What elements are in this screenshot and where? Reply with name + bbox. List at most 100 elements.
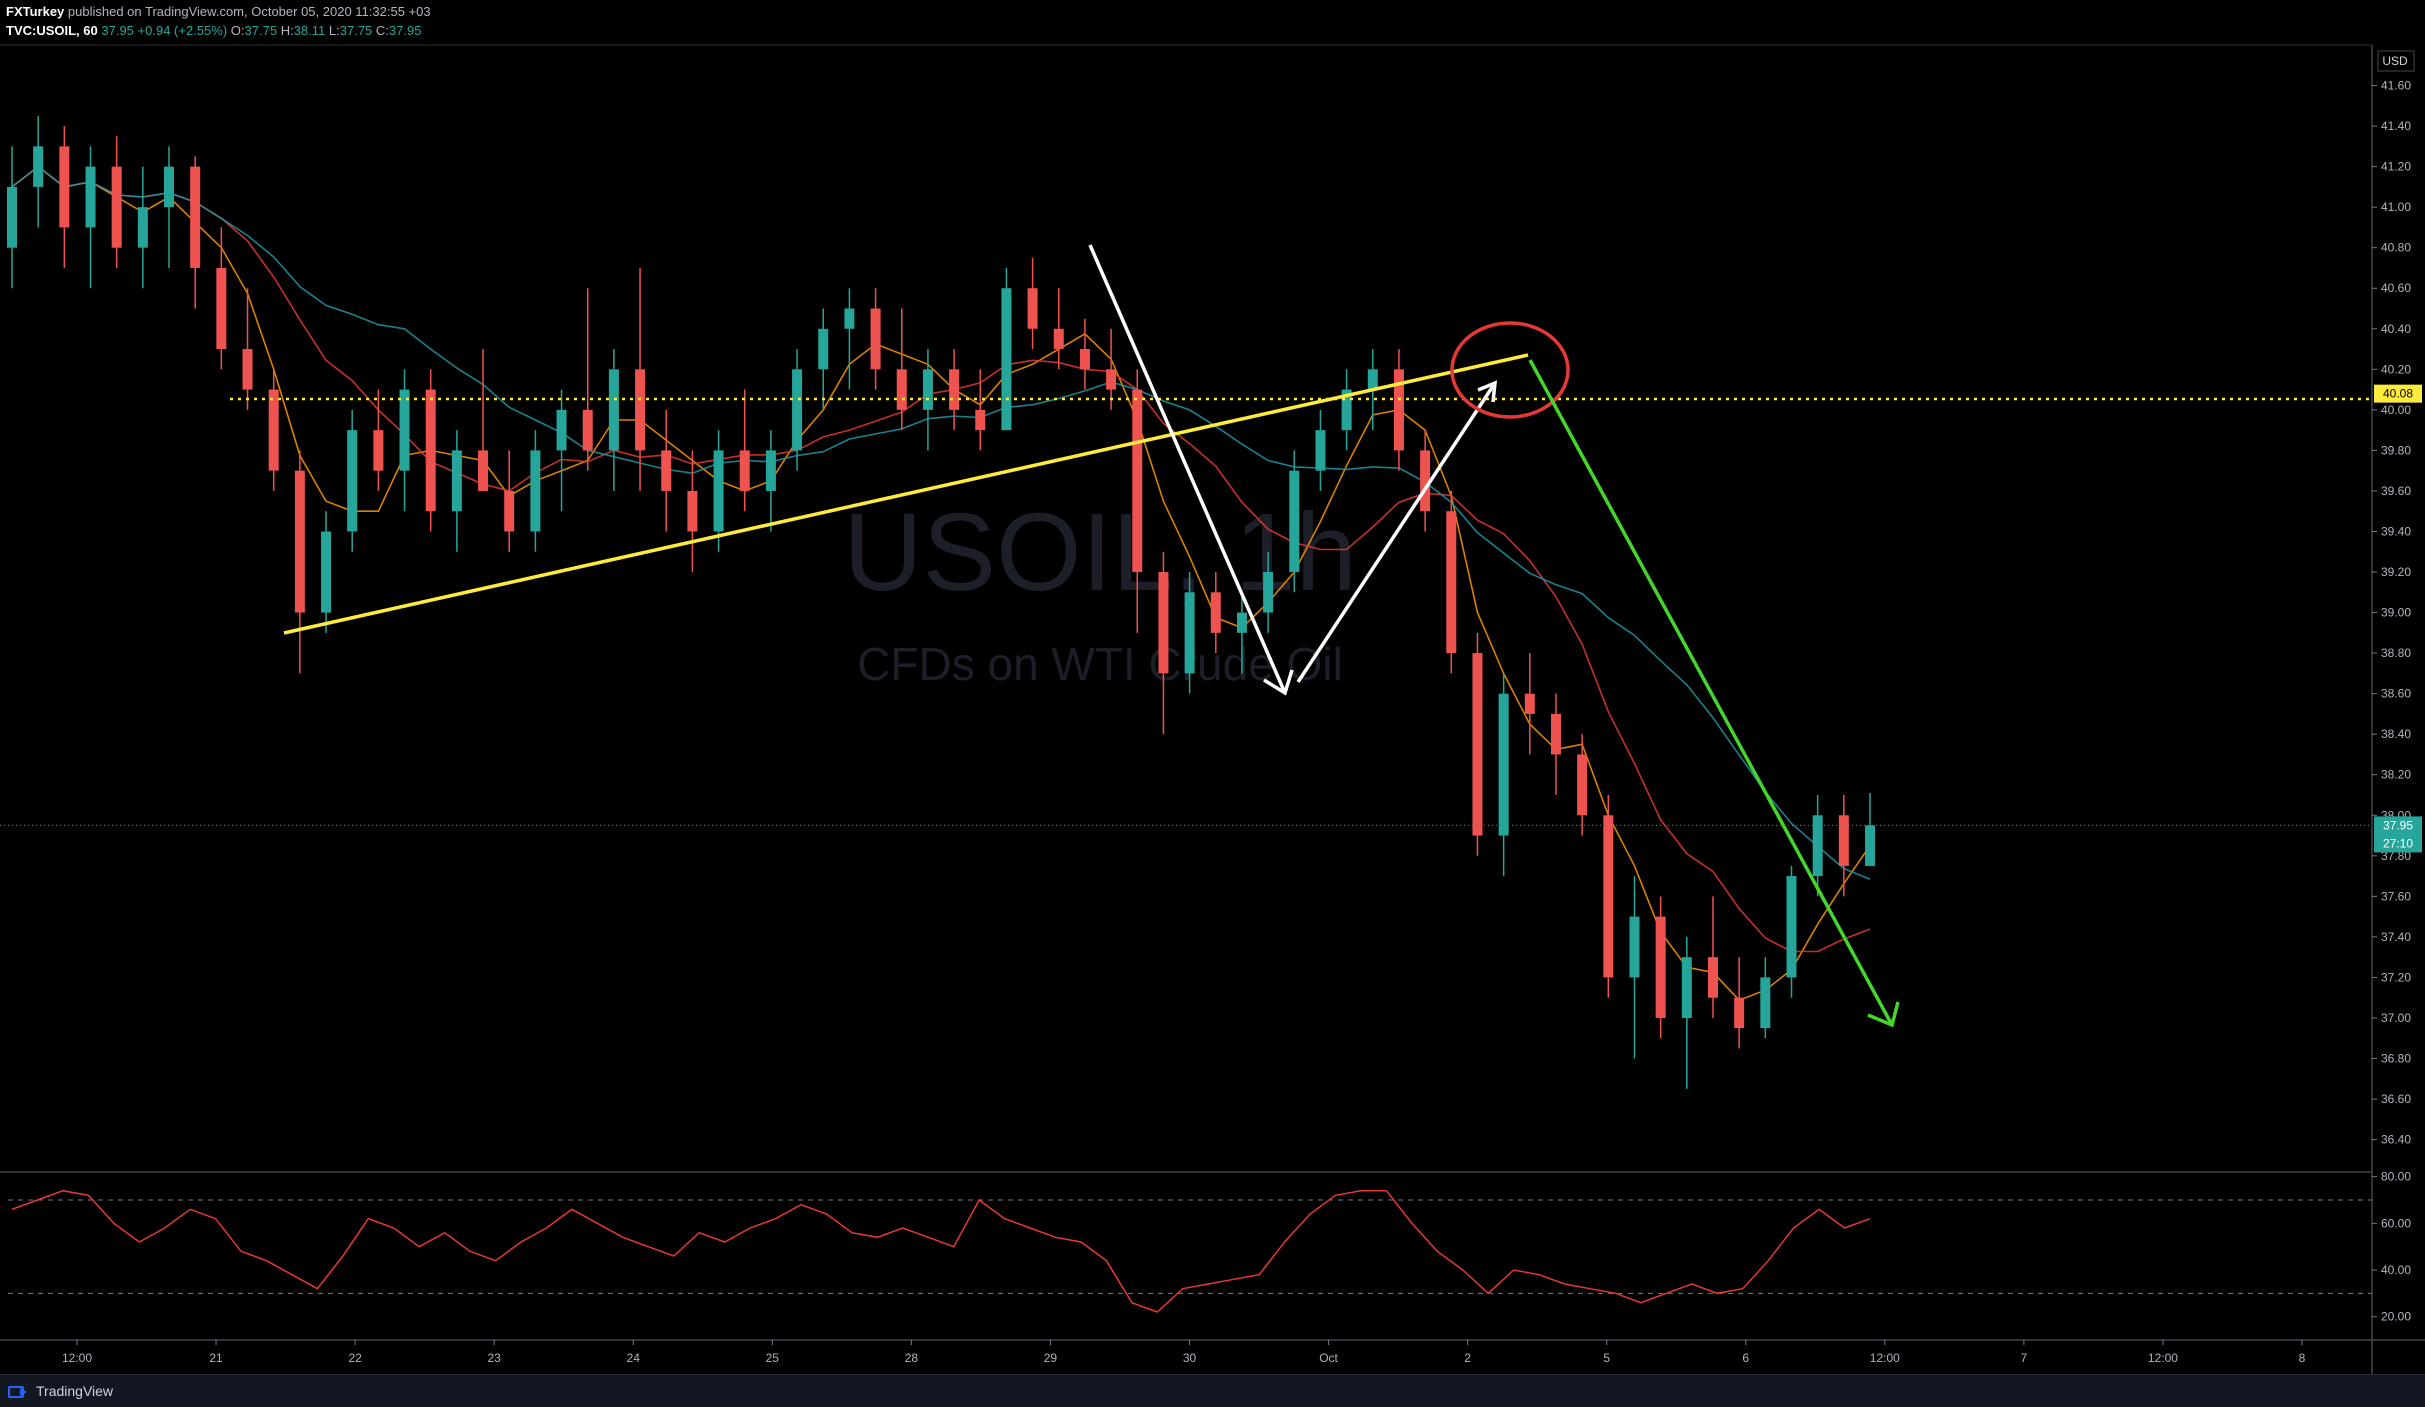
candle-body: [1838, 815, 1849, 866]
symbol-line: TVC:USOIL, 60 37.95 +0.94 (+2.55%) O:37.…: [6, 21, 431, 40]
candle-body: [1341, 389, 1352, 431]
candle-body: [1106, 369, 1117, 390]
candle-body: [1367, 369, 1378, 390]
time-tick-label: 12:00: [1870, 1351, 1900, 1365]
candle-body: [478, 450, 489, 491]
low-value: 37.75: [339, 23, 373, 38]
candle-body: [1524, 693, 1535, 714]
candle-body: [1812, 815, 1823, 877]
time-tick-label: 6: [1742, 1351, 1749, 1365]
price-tick-label: 40.60: [2381, 281, 2411, 295]
price-tick-label: 38.80: [2381, 646, 2411, 660]
green-arrow[interactable]: [1528, 359, 1894, 1026]
candle-body: [635, 369, 646, 451]
high-value: 38.11: [293, 23, 326, 38]
candle-body: [59, 146, 70, 228]
price-tick-label: 36.60: [2381, 1092, 2411, 1106]
candle-body: [216, 267, 227, 350]
candle-body: [1577, 754, 1588, 816]
high-label: H:: [280, 23, 294, 38]
tradingview-logo[interactable]: TradingView: [8, 1383, 113, 1399]
candle-body: [1629, 916, 1640, 978]
symbol-name[interactable]: TVC:USOIL, 60: [6, 23, 98, 38]
watermark-description: CFDs on WTI Crude Oil: [857, 638, 1343, 690]
low-label: L:: [328, 23, 340, 38]
candle-body: [164, 166, 175, 208]
last-price-label: 37.95: [2383, 818, 2413, 832]
last-price-box: [2374, 816, 2422, 853]
time-tick-label: 22: [348, 1351, 362, 1365]
rsi-tick-label: 40.00: [2381, 1263, 2411, 1277]
rsi-line: [11, 1189, 1871, 1313]
candle-body: [1865, 825, 1875, 866]
candle-body: [1263, 572, 1274, 613]
candle-body: [582, 409, 593, 451]
candle-body: [190, 166, 201, 268]
candle-body: [739, 450, 750, 491]
candle-body: [373, 430, 384, 471]
candle-body: [1210, 592, 1221, 633]
footer-bar: TradingView: [0, 1374, 2425, 1407]
open-label: O:: [230, 23, 245, 38]
white-arrow-down[interactable]: [1088, 244, 1287, 694]
candlesticks: [7, 115, 1875, 1089]
candle-body: [1420, 450, 1431, 512]
open-value: 37.75: [244, 23, 278, 38]
candle-body: [844, 308, 855, 329]
level-price-label: 40.08: [2383, 387, 2413, 401]
time-tick-label: 8: [2299, 1351, 2306, 1365]
tradingview-icon: [8, 1384, 30, 1398]
time-tick-label: 23: [488, 1351, 502, 1365]
ma-red-line: [11, 165, 1871, 953]
published-text: published on TradingView.com, October 05…: [67, 4, 431, 19]
time-tick-label: Oct: [1319, 1351, 1338, 1365]
candle-body: [33, 146, 44, 187]
time-tick-label: 2: [1464, 1351, 1471, 1365]
price-axis[interactable]: USD 41.60 41.40 41.20 41.00 40.80 40.60 40.40 40…: [2372, 50, 2415, 1147]
price-tick-label: 39.60: [2381, 484, 2411, 498]
candle-body: [111, 166, 122, 248]
candle-body: [713, 450, 724, 532]
close-label: C:: [375, 23, 389, 38]
candle-body: [1707, 957, 1718, 998]
candle-body: [1786, 876, 1797, 978]
price-chart[interactable]: USOIL, 1h CFDs on WTI Crude Oil USD 41.60…: [0, 0, 2425, 1374]
price-tick-label: 39.20: [2381, 565, 2411, 579]
candle-body: [85, 166, 96, 228]
time-axis[interactable]: 12:00 21 22 23 24 25 28 29 30 Oct 2 5 6 12:00 7 12:00 8: [62, 1340, 2306, 1365]
candle-body: [242, 349, 253, 390]
rsi-tick-label: 60.00: [2381, 1216, 2411, 1230]
yellow-trendline[interactable]: [283, 353, 1529, 635]
time-tick-label: 25: [766, 1351, 780, 1365]
candle-body: [1236, 612, 1247, 633]
candle-body: [870, 308, 881, 370]
price-tick-label: 39.80: [2381, 443, 2411, 457]
time-tick-label: 28: [905, 1351, 919, 1365]
currency-label: USD: [2382, 54, 2408, 68]
candle-body: [765, 450, 776, 491]
price-tick-label: 41.40: [2381, 119, 2411, 133]
price-tick-label: 39.00: [2381, 606, 2411, 620]
white-arrow-up-head: [1477, 380, 1498, 403]
watermark-symbol: USOIL, 1h: [843, 491, 1357, 614]
candle-body: [347, 430, 358, 532]
price-change: +0.94 (+2.55%): [137, 23, 228, 38]
candle-body: [268, 389, 279, 471]
candle-body: [1498, 693, 1509, 836]
chart-header: FXTurkey published on TradingView.com, O…: [6, 2, 431, 40]
publisher-name[interactable]: FXTurkey: [6, 4, 65, 19]
candle-body: [294, 470, 305, 613]
ma-blue-line: [11, 165, 1871, 880]
price-tick-label: 37.60: [2381, 889, 2411, 903]
time-tick-label: 21: [209, 1351, 223, 1365]
price-tick-label: 41.20: [2381, 160, 2411, 174]
candle-body: [1655, 916, 1666, 1018]
candle-body: [1315, 430, 1326, 471]
price-tick-label: 37.00: [2381, 1011, 2411, 1025]
red-circle[interactable]: [1450, 321, 1570, 419]
rsi-tick-label: 20.00: [2381, 1310, 2411, 1324]
white-arrow-up[interactable]: [1296, 382, 1497, 683]
price-tick-label: 39.40: [2381, 524, 2411, 538]
price-tick-label: 40.20: [2381, 362, 2411, 376]
price-tick-label: 36.40: [2381, 1133, 2411, 1147]
